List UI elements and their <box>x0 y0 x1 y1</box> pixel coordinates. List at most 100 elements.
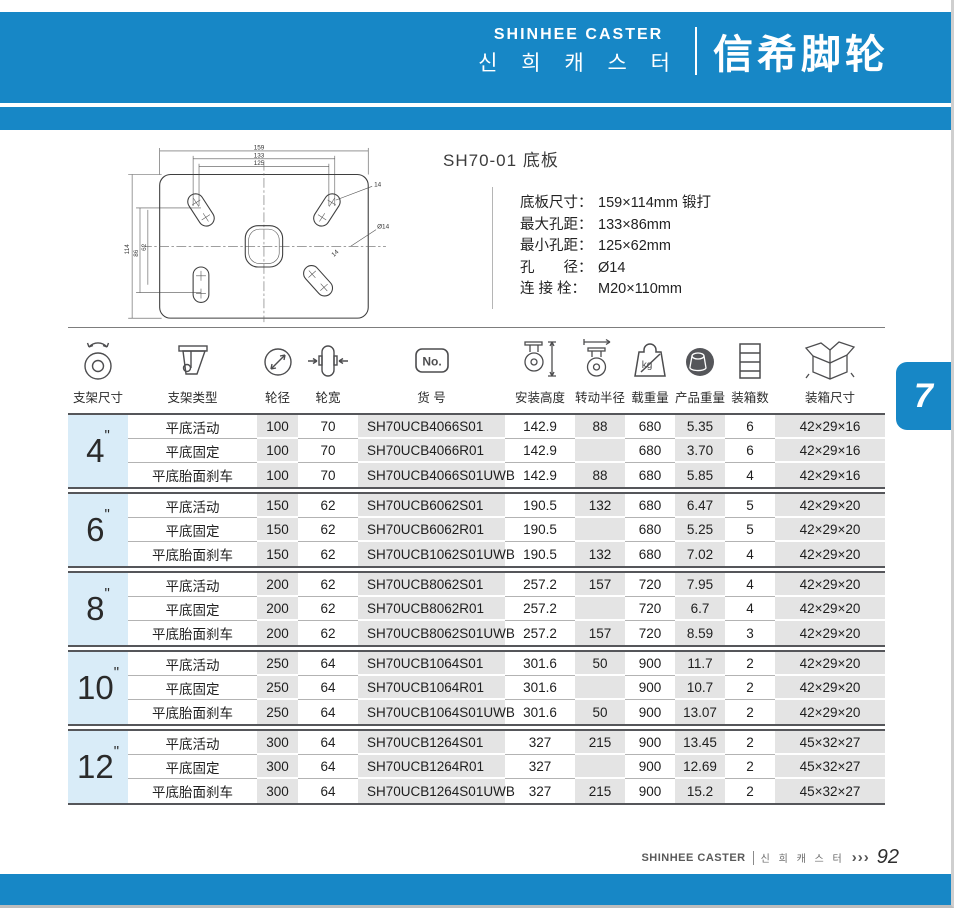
page-number: 92 <box>876 846 899 868</box>
column-header: 轮宽 <box>298 334 358 406</box>
product-spec-table: 支架尺寸 支架类型 轮径 轮宽 No. 货 号 安装高度 转动半径 kg 载重量 产品重量 装箱数 装箱… <box>68 327 885 808</box>
cell-type: 平底固定 <box>128 518 257 542</box>
cell-qty: 6 <box>725 415 775 439</box>
size-number: 4 <box>86 432 105 469</box>
footer-divider <box>752 850 754 865</box>
cell-type: 平底胎面刹车 <box>152 627 233 642</box>
spec-label: 底板尺寸： <box>520 195 593 211</box>
size-group-10inch: 10 " 平底活动 250 64 SH70UCB1064S01 301.6 50 900 11.7… <box>68 650 885 726</box>
center-hole <box>244 225 284 268</box>
cell-box: 42×29×20 <box>775 676 885 700</box>
cell-radius: 157 <box>575 621 625 645</box>
cell-dia: 150 <box>257 494 298 518</box>
cell-weight: 5.35 <box>675 415 725 439</box>
cell-sku: SH70UCB1062S01UWB <box>358 542 515 566</box>
cell-radius: 50 <box>575 652 625 676</box>
cell-height: 301.6 <box>505 676 575 700</box>
spec-row-1: 最大孔距： 133×86mm <box>520 215 711 237</box>
column-header-label: 支架类型 <box>167 391 218 405</box>
brand-name-english: SHINHEE CASTER <box>493 25 664 43</box>
cell-qty: 2 <box>746 783 754 799</box>
cell-sku: SH70UCB8062R01 <box>358 597 505 621</box>
size-cell: 12 " <box>68 731 128 803</box>
cell-qty: 2 <box>725 731 775 755</box>
spec-label: 连 接 栓： <box>520 281 587 297</box>
column-header: 产品重量 <box>675 334 725 406</box>
cell-load: 680 <box>638 546 662 562</box>
wheel-diameter-icon <box>258 335 298 387</box>
cell-dia: 300 <box>257 779 298 803</box>
cell-height: 257.2 <box>505 573 575 597</box>
cell-sku: SH70UCB8062S01UWB <box>358 621 515 645</box>
cell-weight: 6.7 <box>675 597 725 621</box>
cell-sku: SH70UCB1064R01 <box>358 676 505 700</box>
column-header-label: 货 号 <box>417 391 446 405</box>
product-title: SH70-01 底板 <box>443 151 559 170</box>
cell-box: 42×29×20 <box>775 621 885 645</box>
dim-86: 86 <box>133 249 140 257</box>
plate-drawing-svg: 159 133 125 114 86 62 <box>124 144 390 323</box>
cell-qty: 5 <box>725 494 775 518</box>
brand-logo: SHINHEE CASTER 신 희 캐 스 터 信希脚轮 <box>478 22 889 80</box>
spec-value: 159×114mm 锻打 <box>598 195 711 211</box>
cell-radius <box>575 439 625 463</box>
base-plate-technical-drawing: 159 133 125 114 86 62 <box>116 144 406 327</box>
cell-sku: SH70UCB4066R01 <box>358 439 505 463</box>
cell-width: 64 <box>298 676 358 700</box>
cell-height: 257.2 <box>523 625 557 641</box>
size-group-8inch: 8 " 平底活动 200 62 SH70UCB8062S01 257.2 157 720 7.95… <box>68 571 885 647</box>
cell-weight: 5.25 <box>675 518 725 542</box>
cell-height: 190.5 <box>505 494 575 518</box>
size-group-4inch: 4 " 平底活动 100 70 SH70UCB4066S01 142.9 88 680 5.35 6… <box>68 413 885 489</box>
cell-height: 327 <box>528 783 552 799</box>
spec-list: 底板尺寸： 159×114mm 锻打最大孔距： 133×86mm 最小孔距： 125×6… <box>492 187 711 309</box>
cell-sku: SH70UCB1064S01 <box>358 652 505 676</box>
cell-width: 64 <box>320 704 336 720</box>
spec-row-2: 最小孔距： 125×62mm <box>520 236 711 258</box>
table-body: 4 " 平底活动 100 70 SH70UCB4066S01 142.9 88 680 5.35 6… <box>68 413 885 805</box>
column-header: 轮径 <box>257 334 298 406</box>
cell-height: 327 <box>505 731 575 755</box>
cell-dia: 100 <box>257 415 298 439</box>
cell-dia: 150 <box>257 518 298 542</box>
load-kg-icon: kg <box>629 335 671 387</box>
cell-weight: 7.02 <box>675 542 725 566</box>
cell-qty: 2 <box>725 755 775 779</box>
size-group-12inch: 12 " 平底活动 300 64 SH70UCB1264S01 327 215 900 13.45… <box>68 729 885 805</box>
cell-qty: 2 <box>725 652 775 676</box>
cell-dia: 250 <box>257 700 298 724</box>
svg-text:No.: No. <box>422 355 441 369</box>
cell-height: 142.9 <box>523 467 557 483</box>
cell-type: 平底固定 <box>128 439 257 463</box>
cell-load: 680 <box>625 439 675 463</box>
cell-radius: 132 <box>575 494 625 518</box>
spec-value: 125×62mm <box>598 238 671 254</box>
header-sub-band <box>0 107 951 130</box>
spec-value: 133×86mm <box>598 216 671 233</box>
size-number: 6 <box>86 511 105 548</box>
cell-box: 42×29×16 <box>775 463 885 487</box>
cell-qty: 5 <box>725 518 775 542</box>
cell-sku: SH70UCB6062S01 <box>358 494 505 518</box>
cell-box: 42×29×20 <box>775 700 885 724</box>
footer: SHINHEE CASTER 신 희 캐 스 터 ››› 92 <box>641 846 899 869</box>
inch-mark: " <box>104 506 110 523</box>
cell-qty: 4 <box>746 546 754 562</box>
cell-type: 平底活动 <box>128 494 257 518</box>
size-group-6inch: 6 " 平底活动 150 62 SH70UCB6062S01 190.5 132 680 6.47… <box>68 492 885 568</box>
slot-size-label-2: 14 <box>330 248 340 258</box>
carton-count-icon <box>732 335 768 387</box>
spec-value: M20×110mm <box>598 281 682 297</box>
cell-dia: 300 <box>257 731 298 755</box>
cell-sku: SH70UCB1264S01 <box>358 731 505 755</box>
cell-width: 62 <box>320 625 336 641</box>
cell-weight: 5.85 <box>675 463 725 487</box>
cell-weight: 10.7 <box>675 676 725 700</box>
cell-dia: 200 <box>257 597 298 621</box>
cell-weight: 6.47 <box>675 494 725 518</box>
cell-radius: 157 <box>575 573 625 597</box>
spec-row-3: 孔 径： Ø14 <box>520 258 711 280</box>
cell-qty: 4 <box>725 597 775 621</box>
inch-mark: " <box>113 664 120 681</box>
footer-brand-korean: 신 희 캐 스 터 <box>760 854 845 865</box>
